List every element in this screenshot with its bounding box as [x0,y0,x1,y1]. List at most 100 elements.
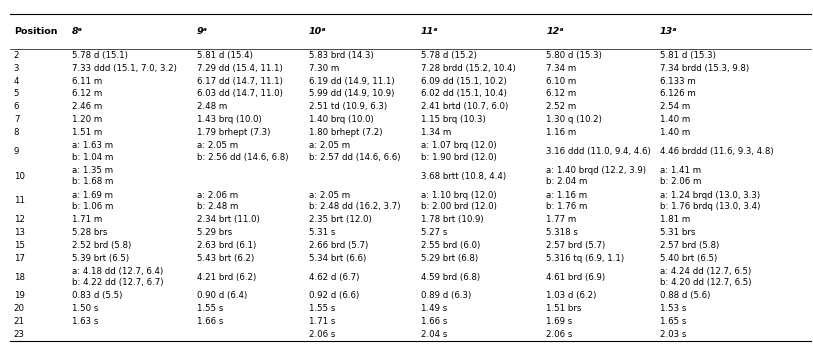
Text: 7: 7 [14,115,20,124]
Text: 5.39 brt (6.5): 5.39 brt (6.5) [72,254,128,263]
Text: 7.30 m: 7.30 m [309,64,339,73]
Text: 1.16 m: 1.16 m [546,128,576,137]
Text: 23: 23 [14,330,25,339]
Text: b: 4.20 dd (12.7, 6.5): b: 4.20 dd (12.7, 6.5) [660,278,751,287]
Text: 9ᵃ: 9ᵃ [197,27,207,36]
Text: b: 2.04 m: b: 2.04 m [546,177,588,186]
Text: 10: 10 [14,172,25,181]
Text: 5.78 d (15.1): 5.78 d (15.1) [72,51,128,60]
Text: 2.63 brd (6.1): 2.63 brd (6.1) [197,241,256,250]
Text: 4.61 brd (6.9): 4.61 brd (6.9) [546,272,605,282]
Text: b: 1.76 brdq (13.0, 3.4): b: 1.76 brdq (13.0, 3.4) [660,202,760,211]
Text: 5.31 brs: 5.31 brs [660,228,695,237]
Text: 1.69 s: 1.69 s [546,317,572,326]
Text: 2.48 m: 2.48 m [197,102,227,111]
Text: 7.34 brdd (15.3, 9.8): 7.34 brdd (15.3, 9.8) [660,64,749,73]
Text: b: 2.48 dd (16.2, 3.7): b: 2.48 dd (16.2, 3.7) [309,202,400,211]
Text: 5.34 brt (6.6): 5.34 brt (6.6) [309,254,366,263]
Text: 5: 5 [14,89,20,98]
Text: 1.66 s: 1.66 s [421,317,447,326]
Text: 2.57 brd (5.8): 2.57 brd (5.8) [660,241,720,250]
Text: 4.46 brddd (11.6, 9.3, 4.8): 4.46 brddd (11.6, 9.3, 4.8) [660,147,773,156]
Text: 6: 6 [14,102,20,111]
Text: 5.81 d (15.4): 5.81 d (15.4) [197,51,253,60]
Text: 20: 20 [14,304,25,313]
Text: a: 4.24 dd (12.7, 6.5): a: 4.24 dd (12.7, 6.5) [660,267,751,276]
Text: 0.90 d (6.4): 0.90 d (6.4) [197,291,247,300]
Text: 6.09 dd (15.1, 10.2): 6.09 dd (15.1, 10.2) [421,77,506,86]
Text: a: 1.07 brq (12.0): a: 1.07 brq (12.0) [421,141,497,150]
Text: 2.03 s: 2.03 s [660,330,686,339]
Text: 1.71 s: 1.71 s [309,317,335,326]
Text: 1.49 s: 1.49 s [421,304,447,313]
Text: 2: 2 [14,51,20,60]
Text: 7.33 ddd (15.1, 7.0, 3.2): 7.33 ddd (15.1, 7.0, 3.2) [72,64,176,73]
Text: 2.52 brd (5.8): 2.52 brd (5.8) [72,241,131,250]
Text: 5.28 brs: 5.28 brs [72,228,107,237]
Text: 5.29 brt (6.8): 5.29 brt (6.8) [421,254,478,263]
Text: 1.63 s: 1.63 s [72,317,98,326]
Text: 1.65 s: 1.65 s [660,317,686,326]
Text: b: 2.06 m: b: 2.06 m [660,177,702,186]
Text: 2.57 brd (5.7): 2.57 brd (5.7) [546,241,606,250]
Text: Position: Position [14,27,58,36]
Text: a: 4.18 dd (12.7, 6.4): a: 4.18 dd (12.7, 6.4) [72,267,163,276]
Text: 12ᵃ: 12ᵃ [546,27,563,36]
Text: 6.126 m: 6.126 m [660,89,696,98]
Text: 2.34 brt (11.0): 2.34 brt (11.0) [197,215,259,224]
Text: 1.78 brt (10.9): 1.78 brt (10.9) [421,215,484,224]
Text: a: 2.05 m: a: 2.05 m [309,191,350,200]
Text: 4.62 d (6.7): 4.62 d (6.7) [309,272,359,282]
Text: a: 2.06 m: a: 2.06 m [197,191,237,200]
Text: 5.318 s: 5.318 s [546,228,578,237]
Text: 1.43 brq (10.0): 1.43 brq (10.0) [197,115,261,124]
Text: 5.40 brt (6.5): 5.40 brt (6.5) [660,254,717,263]
Text: 19: 19 [14,291,24,300]
Text: 6.11 m: 6.11 m [72,77,102,86]
Text: 6.133 m: 6.133 m [660,77,696,86]
Text: b: 1.76 m: b: 1.76 m [546,202,588,211]
Text: 4.21 brd (6.2): 4.21 brd (6.2) [197,272,256,282]
Text: 0.88 d (5.6): 0.88 d (5.6) [660,291,711,300]
Text: 9: 9 [14,147,20,156]
Text: 6.10 m: 6.10 m [546,77,576,86]
Text: 18: 18 [14,272,25,282]
Text: 6.19 dd (14.9, 11.1): 6.19 dd (14.9, 11.1) [309,77,394,86]
Text: 2.46 m: 2.46 m [72,102,102,111]
Text: b: 1.68 m: b: 1.68 m [72,177,113,186]
Text: 5.80 d (15.3): 5.80 d (15.3) [546,51,602,60]
Text: 13: 13 [14,228,25,237]
Text: a: 2.05 m: a: 2.05 m [197,141,237,150]
Text: a: 1.40 brqd (12.2, 3.9): a: 1.40 brqd (12.2, 3.9) [546,166,646,175]
Text: a: 1.69 m: a: 1.69 m [72,191,112,200]
Text: a: 1.35 m: a: 1.35 m [72,166,113,175]
Text: 6.12 m: 6.12 m [546,89,576,98]
Text: 3.68 brtt (10.8, 4.4): 3.68 brtt (10.8, 4.4) [421,172,506,181]
Text: 1.51 m: 1.51 m [72,128,102,137]
Text: 3.16 ddd (11.0, 9.4, 4.6): 3.16 ddd (11.0, 9.4, 4.6) [546,147,651,156]
Text: 5.27 s: 5.27 s [421,228,447,237]
Text: 2.66 brd (5.7): 2.66 brd (5.7) [309,241,368,250]
Text: 5.81 d (15.3): 5.81 d (15.3) [660,51,715,60]
Text: 0.89 d (6.3): 0.89 d (6.3) [421,291,472,300]
Text: 1.81 m: 1.81 m [660,215,690,224]
Text: 1.51 brs: 1.51 brs [546,304,581,313]
Text: 8ᵃ: 8ᵃ [72,27,83,36]
Text: 0.92 d (6.6): 0.92 d (6.6) [309,291,359,300]
Text: 12: 12 [14,215,25,224]
Text: 10ᵃ: 10ᵃ [309,27,327,36]
Text: 1.40 m: 1.40 m [660,128,690,137]
Text: 11: 11 [14,196,25,205]
Text: 7.29 dd (15.4, 11.1): 7.29 dd (15.4, 11.1) [197,64,282,73]
Text: 1.79 brhept (7.3): 1.79 brhept (7.3) [197,128,270,137]
Text: 1.15 brq (10.3): 1.15 brq (10.3) [421,115,486,124]
Text: b: 1.04 m: b: 1.04 m [72,153,113,161]
Text: 1.40 m: 1.40 m [660,115,690,124]
Text: 1.77 m: 1.77 m [546,215,576,224]
Text: b: 1.06 m: b: 1.06 m [72,202,113,211]
Text: a: 1.10 brq (12.0): a: 1.10 brq (12.0) [421,191,497,200]
Text: 2.04 s: 2.04 s [421,330,447,339]
Text: 8: 8 [14,128,20,137]
Text: 5.83 brd (14.3): 5.83 brd (14.3) [309,51,373,60]
Text: 1.53 s: 1.53 s [660,304,686,313]
